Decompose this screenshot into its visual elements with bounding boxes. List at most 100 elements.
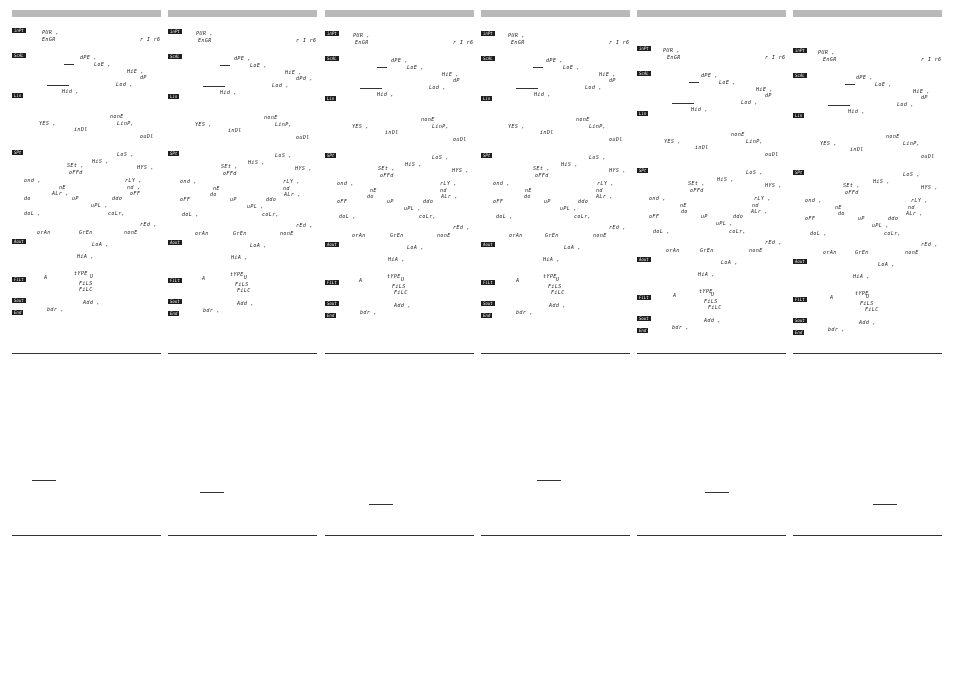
menu-entry: HiS , xyxy=(405,162,423,168)
menu-entry: tYPE xyxy=(855,291,869,297)
menu-entry: Hid , xyxy=(691,107,709,113)
menu-entry: dPE , xyxy=(856,75,874,81)
menu-entry: do xyxy=(838,211,845,217)
menu-entry: GrEn xyxy=(855,250,869,256)
menu-tag-aout: Aout xyxy=(12,239,26,244)
menu-tag-aout: Aout xyxy=(793,259,807,264)
menu-entry: ouDl xyxy=(921,154,935,160)
menu-entry: HYS , xyxy=(765,183,783,189)
menu-entry: LoE , xyxy=(250,63,268,69)
value-underline xyxy=(516,88,538,89)
menu-entry: uPL , xyxy=(247,204,265,210)
menu-entry: LoS , xyxy=(589,155,607,161)
menu-entry: SEt , xyxy=(67,163,85,169)
menu-entry: doL , xyxy=(182,212,200,218)
menu-entry: rLY , xyxy=(440,181,458,187)
menu-entry: Add , xyxy=(704,318,722,324)
menu-entry: r I r6 xyxy=(453,40,474,46)
menu-entry: dPE , xyxy=(80,55,98,61)
menu-entry: LoA , xyxy=(407,245,425,251)
menu-entry: orAn xyxy=(352,233,366,239)
menu-entry: HiE , xyxy=(913,89,931,95)
menu-entry: nonE xyxy=(264,115,278,121)
menu-entry: uPL , xyxy=(872,223,890,229)
menu-tag-inpt: inPt xyxy=(12,28,26,33)
value-underline xyxy=(203,86,225,87)
menu-tag-end: End xyxy=(168,311,180,316)
value-underline xyxy=(672,103,694,104)
menu-entry: nd xyxy=(596,188,603,194)
menu-entry: rEd , xyxy=(140,222,158,228)
menu-entry: U xyxy=(401,277,405,283)
menu-entry: U xyxy=(556,277,560,283)
menu-entry: uPL , xyxy=(404,206,422,212)
menu-entry: nonE xyxy=(421,117,435,123)
menu-entry: GrEn xyxy=(233,231,247,237)
menu-entry: bdr , xyxy=(360,310,378,316)
menu-entry: HiA , xyxy=(698,272,716,278)
menu-tag-aout: Aout xyxy=(637,257,651,262)
menu-entry: uP xyxy=(858,216,865,222)
menu-entry: EnGR xyxy=(823,57,837,63)
menu-tag-lin: Lin xyxy=(168,94,180,99)
menu-entry: doL , xyxy=(339,214,357,220)
menu-entry: ond , xyxy=(24,178,42,184)
menu-entry: rLY , xyxy=(597,181,615,187)
menu-entry: ouDl xyxy=(609,137,623,143)
menu-entry: uP xyxy=(701,214,708,220)
menu-entry: Lod , xyxy=(116,82,134,88)
menu-entry: nE xyxy=(525,188,532,194)
menu-entry: FiLC xyxy=(394,290,408,296)
menu-entry: U xyxy=(244,275,248,281)
page-column-4: inPt ScAL Lin SPt Aout FiLt Sout End PUR , EnGR r … xyxy=(481,10,630,540)
menu-entry: orAn xyxy=(509,233,523,239)
value-underline xyxy=(533,67,543,68)
menu-entry: LoE , xyxy=(719,80,737,86)
menu-tag-aout: Aout xyxy=(168,240,182,245)
menu-entry: oFFd xyxy=(845,190,859,196)
menu-entry: PUR , xyxy=(42,30,60,36)
menu-entry: HiE , xyxy=(127,69,145,75)
menu-entry: nd xyxy=(908,205,915,211)
menu-entry: uPL , xyxy=(560,206,578,212)
menu-tag-lin: Lin xyxy=(481,96,493,101)
value-underline xyxy=(64,64,74,65)
value-underline xyxy=(47,85,69,86)
menu-entry: ALr , xyxy=(751,209,769,215)
menu-tag-sout: Sout xyxy=(12,298,26,303)
menu-entry: HiE , xyxy=(599,72,617,78)
menu-entry: dPd , xyxy=(296,76,314,82)
menu-entry: rLY , xyxy=(283,179,301,185)
menu-entry: HiA , xyxy=(543,257,561,263)
footer-rule xyxy=(793,535,942,536)
menu-entry: tYPE xyxy=(387,274,401,280)
menu-entry: doL , xyxy=(496,214,514,220)
value-underline xyxy=(360,88,382,89)
menu-entry: LinP, xyxy=(589,124,607,130)
menu-entry: LoS , xyxy=(275,153,293,159)
menu-entry: Lod , xyxy=(272,83,290,89)
menu-entry: HYS , xyxy=(137,165,155,171)
menu-entry: ouDl xyxy=(765,152,779,158)
menu-entry: inDl xyxy=(850,147,864,153)
menu-entry: oFF xyxy=(805,216,816,222)
menu-entry: r I r6 xyxy=(609,40,630,46)
footer-rule xyxy=(325,535,474,536)
menu-entry: LoS , xyxy=(746,170,764,176)
column-header-bar xyxy=(637,10,786,17)
menu-entry: EnGR xyxy=(42,37,56,43)
menu-entry: bdr , xyxy=(672,325,690,331)
menu-entry: r I r6 xyxy=(765,55,786,61)
section-rule xyxy=(168,353,317,354)
menu-entry: ouDl xyxy=(140,134,154,140)
footer-rule xyxy=(481,535,630,536)
page-column-5: inPt ScAL Lin SPt Aout FiLt Sout End PUR , EnGR r … xyxy=(637,10,786,540)
menu-entry: doL , xyxy=(653,229,671,235)
menu-entry: GrEn xyxy=(545,233,559,239)
menu-entry: rLY , xyxy=(754,196,772,202)
menu-entry: coLr, xyxy=(262,212,280,218)
menu-entry: rEd , xyxy=(609,225,627,231)
menu-entry: A xyxy=(44,275,48,281)
menu-entry: dPE , xyxy=(701,73,719,79)
menu-entry: uPL , xyxy=(91,203,109,209)
